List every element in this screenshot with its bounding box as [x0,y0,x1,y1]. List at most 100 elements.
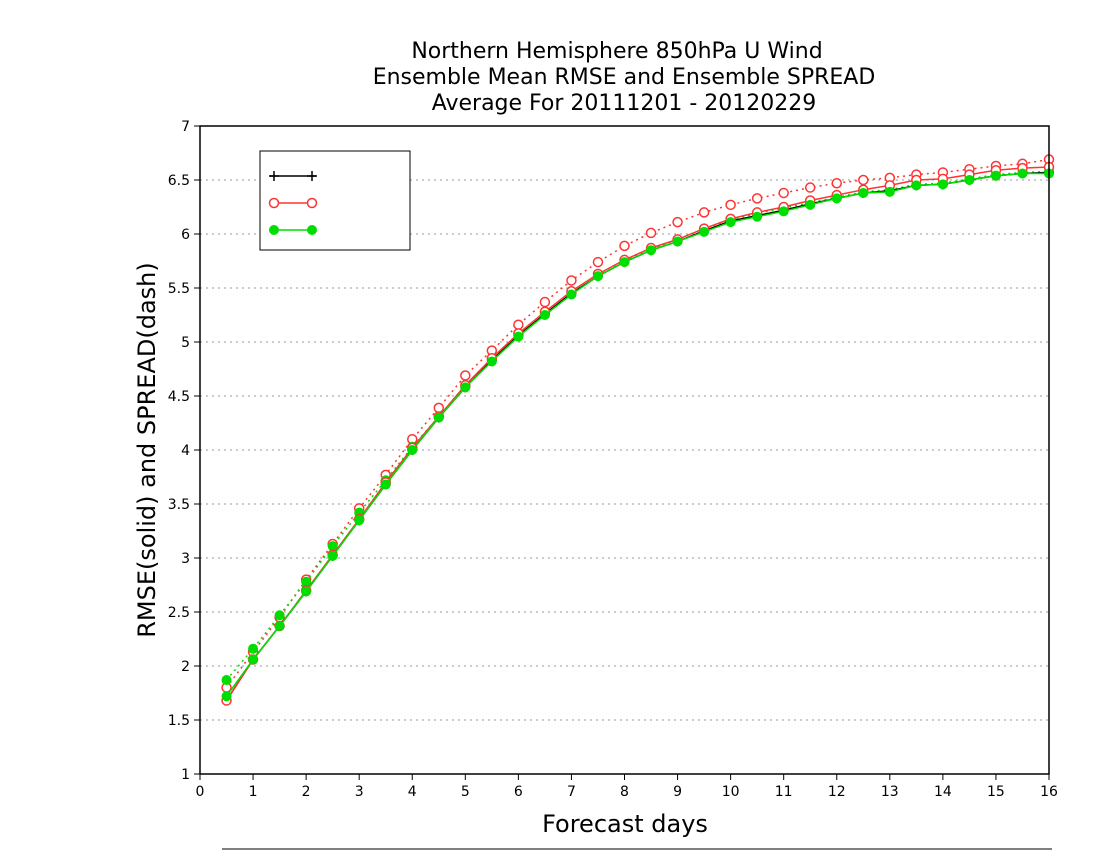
spread-point-2 [831,177,842,189]
rmse-point-3 [619,257,630,268]
rmse-point-3 [486,356,497,367]
y-tick-label: 4.5 [168,389,190,405]
legend [259,150,411,251]
rmse-point-3 [884,186,895,197]
rmse-point-3 [327,550,338,561]
rmse-point-3 [566,289,577,300]
x-tick-label: 9 [673,784,682,800]
rmse-point-3 [699,226,710,237]
rmse-point-3 [301,586,312,597]
x-tick-label: 11 [775,784,793,800]
rmse-point-3 [380,479,391,490]
x-tick-label: 5 [461,784,470,800]
y-tick-label: 3 [181,551,190,567]
y-tick-label: 6 [181,227,190,243]
rmse-point-3 [805,199,816,210]
rmse-point-3 [858,187,869,198]
x-tick-label: 2 [302,784,311,800]
x-tick-label: 8 [620,784,629,800]
x-tick-label: 10 [722,784,740,800]
x-tick-label: 7 [567,784,576,800]
spread-line-2 [225,158,1050,689]
spread-point-2 [619,240,630,252]
x-tick-label: 15 [987,784,1005,800]
rmse-point-3 [513,331,524,342]
y-tick-label: 1 [181,767,190,783]
rmse-point-3 [937,179,948,190]
rmse-point-3 [672,236,683,247]
rmse-point-3 [725,217,736,228]
x-tick-label: 3 [355,784,364,800]
rmse-point-3 [911,180,922,191]
y-tick-label: 3.5 [168,497,190,513]
legend-marker-2 [306,197,318,209]
spread-point-2 [566,275,577,286]
title-line-2: Ensemble Mean RMSE and Ensemble SPREAD [373,65,876,90]
legend-marker-3 [269,225,279,235]
rmse-point-3 [964,175,975,185]
legend-box [259,150,411,251]
rmse-point-3 [1017,168,1028,179]
y-tick-label: 2 [181,659,190,675]
rmse-point-3 [407,445,418,455]
x-tick-label: 12 [828,784,846,800]
spread-point-2 [698,207,710,218]
chart-title: Northern Hemisphere 850hPa U Wind Ensemb… [373,39,876,116]
spread-point-2 [460,370,471,381]
spread-point-2 [645,227,657,239]
rmse-point-3 [221,691,232,702]
y-tick-label: 7 [181,119,190,135]
x-tick-label: 6 [514,784,523,800]
y-axis-label: RMSE(solid) and SPREAD(dash) [133,262,161,638]
y-tick-label: 2.5 [168,605,190,621]
rmse-point-3 [539,310,550,320]
spread-point-2 [858,174,869,186]
title-line-3: Average For 20111201 - 20120229 [432,91,817,116]
spread-point-2 [725,199,736,211]
axis-ticks: 11.522.533.544.555.566.570 1 2 3 4 5 6 7 8 9 10 11 1… [168,119,1058,800]
rmse-point-3 [460,382,471,393]
rmse-point-3 [592,271,603,282]
spread-point-2 [592,256,604,268]
rmse-point-3 [433,412,444,423]
rmse-line-1 [225,171,1050,702]
rmse-point-3 [646,245,657,256]
title-line-1: Northern Hemisphere 850hPa U Wind [411,39,822,64]
legend-items [268,171,318,235]
spread-point-3 [248,643,259,654]
plot-series [221,154,1055,706]
x-tick-label: 16 [1040,784,1058,800]
legend-marker-3 [307,225,317,235]
spread-point-2 [804,182,816,193]
x-tick-label: 13 [881,784,899,800]
y-tick-label: 6.5 [168,173,190,189]
legend-marker-1 [269,171,279,181]
x-tick-label: 0 [196,784,205,800]
legend-marker-2 [268,197,280,209]
legend-marker-1 [307,171,317,181]
spread-point-2 [433,402,445,414]
spread-point-3 [221,675,232,686]
x-axis-label: Forecast days [542,810,708,838]
x-tick-label: 1 [249,784,258,800]
rmse-line-3 [225,172,1049,697]
rmse-point-3 [990,170,1001,181]
spread-point-3 [274,610,285,621]
y-tick-label: 1.5 [168,713,190,729]
spread-point-2 [778,187,789,199]
rmse-point-3 [274,621,285,632]
rmse-point-3 [248,654,259,665]
rmse-point-3 [778,206,789,217]
rmse-point-3 [354,515,365,526]
spread-point-2 [672,216,683,228]
spread-point-2 [751,193,763,204]
y-tick-label: 5 [181,335,190,351]
spread-point-2 [513,319,524,330]
x-tick-label: 4 [408,784,417,800]
y-tick-label: 4 [181,443,190,459]
y-tick-label: 5.5 [168,281,190,297]
spread-point-3 [327,541,338,552]
x-tick-label: 14 [934,784,952,800]
spread-point-2 [539,296,551,308]
